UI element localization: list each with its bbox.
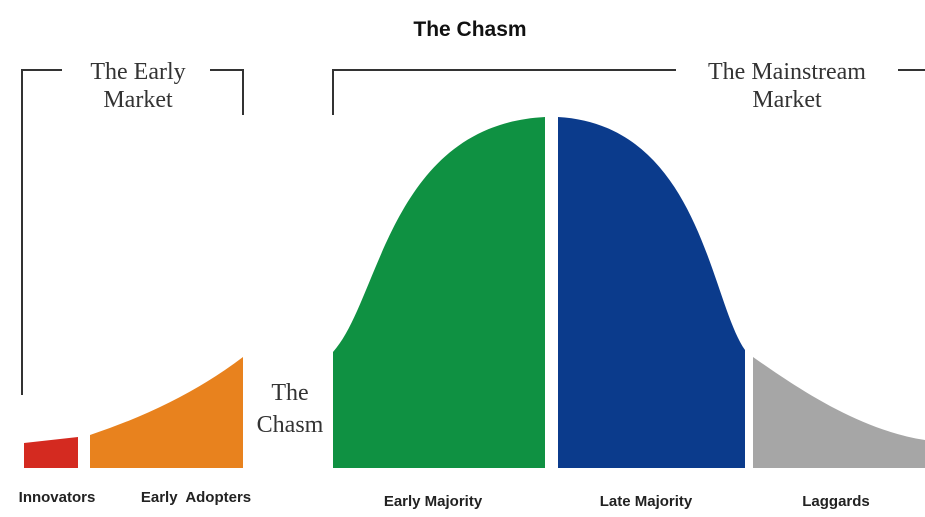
chasm-label: The xyxy=(271,380,308,406)
bracket-label: Market xyxy=(103,87,173,113)
bracket-line xyxy=(21,69,62,395)
segment-label: Innovators xyxy=(19,489,96,506)
bracket-line xyxy=(210,69,244,115)
late-majority-area xyxy=(558,117,745,468)
segment-label: Early Majority xyxy=(384,493,483,510)
segment-label: Early Adopters xyxy=(141,489,251,506)
early-adopters-area xyxy=(90,357,243,468)
segment-label: Late Majority xyxy=(600,493,693,510)
bracket-label: Market xyxy=(752,87,822,113)
chasm-label: Chasm xyxy=(257,412,324,438)
bracket-label: The Early xyxy=(90,59,185,85)
bracket-label: The Mainstream xyxy=(708,59,866,85)
innovators-area xyxy=(24,437,78,468)
segment-label: Laggards xyxy=(802,493,870,510)
laggards-area xyxy=(753,357,925,468)
title: The Chasm xyxy=(413,18,526,41)
bracket-line xyxy=(332,69,676,115)
early-majority-area xyxy=(333,117,545,468)
